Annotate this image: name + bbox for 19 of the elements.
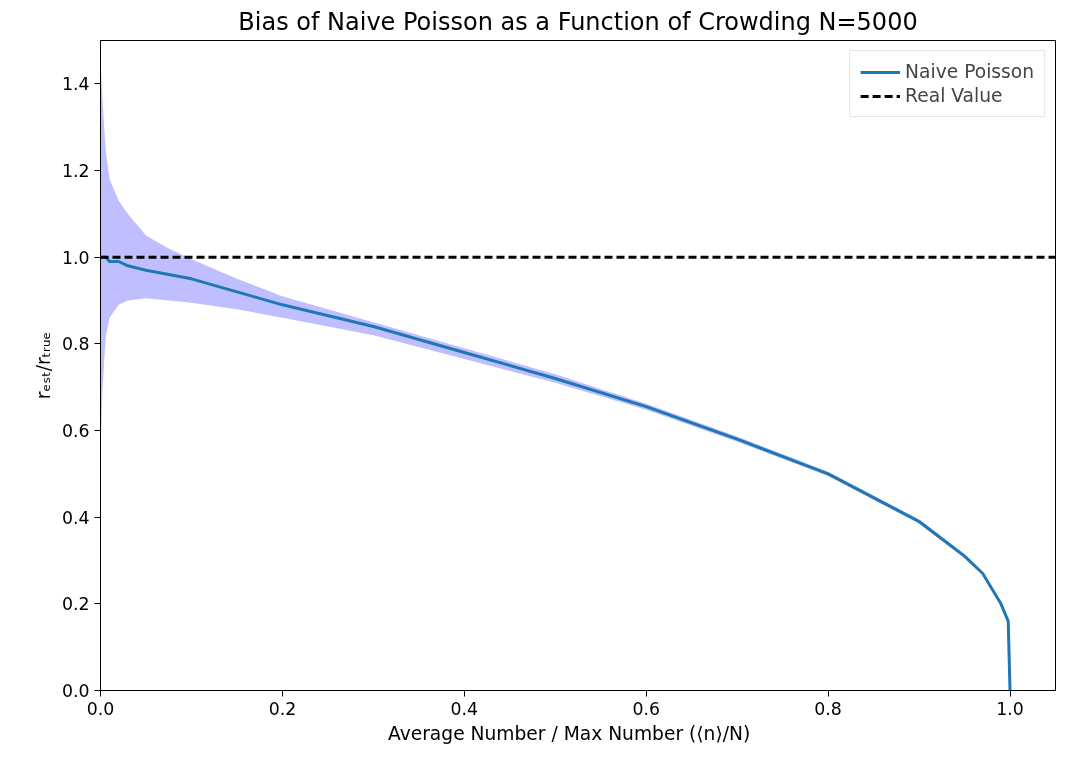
x-tick-label: 0.6 <box>632 698 660 719</box>
x-axis-title: Average Number / Max Number (⟨n⟩/N) <box>388 722 751 744</box>
y-tick-label: 1.0 <box>61 247 90 268</box>
y-tick-label: 0.2 <box>61 594 90 615</box>
x-tick-label: 0.8 <box>814 698 842 719</box>
y-tick-label: 1.4 <box>61 74 90 95</box>
legend-label: Real Value <box>905 85 1003 106</box>
x-tick-label: 0.0 <box>86 698 115 719</box>
x-tick-label: 0.4 <box>450 698 479 719</box>
y-axis-title: rₑₛₜ/rₜᵣᵤₑ <box>32 331 54 400</box>
y-tick-label: 0.4 <box>61 507 90 528</box>
legend-label: Naive Poisson <box>905 61 1034 82</box>
y-tick-label: 1.2 <box>61 161 90 181</box>
y-tick-label: 0.8 <box>61 334 90 355</box>
chart-title: Bias of Naive Poisson as a Function of Crowding N=5000 <box>238 7 918 36</box>
x-tick-label: 0.2 <box>268 698 297 719</box>
y-tick-label: 0.6 <box>61 421 90 441</box>
y-tick-label: 0.0 <box>61 681 90 701</box>
x-tick-label: 1.0 <box>996 698 1024 719</box>
